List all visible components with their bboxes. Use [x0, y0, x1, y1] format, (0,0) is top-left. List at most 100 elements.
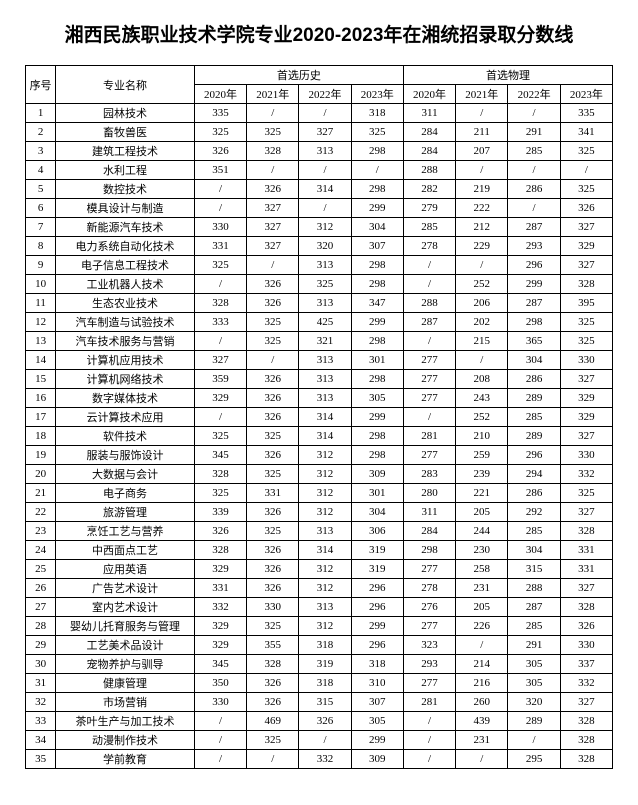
cell-physics: 295 — [508, 750, 560, 769]
table-row: 32市场营销330326315307281260320327 — [26, 693, 613, 712]
cell-physics: / — [456, 104, 508, 123]
cell-history: 327 — [194, 351, 246, 370]
cell-history: 319 — [299, 655, 351, 674]
cell-history: 313 — [299, 294, 351, 313]
cell-history: 309 — [351, 465, 403, 484]
cell-history: 309 — [351, 750, 403, 769]
cell-physics: 283 — [403, 465, 455, 484]
cell-physics: / — [456, 161, 508, 180]
cell-physics: 258 — [456, 560, 508, 579]
table-row: 19服装与服饰设计345326312298277259296330 — [26, 446, 613, 465]
cell-history: / — [194, 750, 246, 769]
cell-physics: 285 — [403, 218, 455, 237]
cell-physics: / — [508, 104, 560, 123]
cell-physics: 327 — [560, 218, 612, 237]
cell-history: / — [194, 275, 246, 294]
cell-history: 312 — [299, 560, 351, 579]
header-p-2020: 2020年 — [403, 85, 455, 104]
cell-history: 298 — [351, 332, 403, 351]
cell-major: 工业机器人技术 — [56, 275, 195, 294]
cell-history: 312 — [299, 446, 351, 465]
table-row: 7新能源汽车技术330327312304285212287327 — [26, 218, 613, 237]
table-row: 24中西面点工艺328326314319298230304331 — [26, 541, 613, 560]
cell-history: 347 — [351, 294, 403, 313]
cell-physics: 323 — [403, 636, 455, 655]
cell-history: 304 — [351, 503, 403, 522]
cell-history: 305 — [351, 389, 403, 408]
cell-history: / — [299, 731, 351, 750]
cell-history: 315 — [299, 693, 351, 712]
cell-history: 318 — [299, 636, 351, 655]
cell-physics: 439 — [456, 712, 508, 731]
table-row: 25应用英语329326312319277258315331 — [26, 560, 613, 579]
cell-physics: 296 — [508, 256, 560, 275]
cell-physics: 211 — [456, 123, 508, 142]
table-row: 23烹饪工艺与营养326325313306284244285328 — [26, 522, 613, 541]
cell-physics: 395 — [560, 294, 612, 313]
cell-physics: 327 — [560, 503, 612, 522]
cell-history: 331 — [194, 237, 246, 256]
cell-physics: 304 — [508, 351, 560, 370]
table-row: 1园林技术335//318311//335 — [26, 104, 613, 123]
cell-history: 313 — [299, 256, 351, 275]
cell-major: 电子商务 — [56, 484, 195, 503]
cell-physics: 284 — [403, 123, 455, 142]
cell-history: 333 — [194, 313, 246, 332]
cell-physics: 299 — [508, 275, 560, 294]
cell-physics: 289 — [508, 427, 560, 446]
table-row: 17云计算技术应用/326314299/252285329 — [26, 408, 613, 427]
table-row: 4水利工程351///288/// — [26, 161, 613, 180]
table-row: 29工艺美术品设计329355318296323/291330 — [26, 636, 613, 655]
cell-physics: 298 — [403, 541, 455, 560]
cell-physics: 332 — [560, 674, 612, 693]
cell-history: 299 — [351, 731, 403, 750]
header-group-history: 首选历史 — [194, 66, 403, 85]
cell-physics: 328 — [560, 731, 612, 750]
cell-physics: 327 — [560, 256, 612, 275]
cell-history: / — [194, 199, 246, 218]
cell-physics: 305 — [508, 655, 560, 674]
cell-physics: / — [508, 199, 560, 218]
cell-physics: 226 — [456, 617, 508, 636]
cell-physics: 289 — [508, 389, 560, 408]
cell-idx: 3 — [26, 142, 56, 161]
table-row: 26广告艺术设计331326312296278231288327 — [26, 579, 613, 598]
header-h-2022: 2022年 — [299, 85, 351, 104]
cell-history: / — [299, 199, 351, 218]
cell-idx: 31 — [26, 674, 56, 693]
cell-history: 314 — [299, 408, 351, 427]
cell-physics: / — [403, 256, 455, 275]
cell-physics: 286 — [508, 484, 560, 503]
cell-physics: 277 — [403, 446, 455, 465]
cell-physics: 284 — [403, 522, 455, 541]
cell-history: 305 — [351, 712, 403, 731]
cell-physics: 231 — [456, 731, 508, 750]
cell-history: 350 — [194, 674, 246, 693]
cell-physics: 328 — [560, 598, 612, 617]
cell-physics: 337 — [560, 655, 612, 674]
cell-physics: 280 — [403, 484, 455, 503]
cell-physics: 214 — [456, 655, 508, 674]
cell-physics: 216 — [456, 674, 508, 693]
cell-history: 326 — [247, 541, 299, 560]
cell-history: 312 — [299, 617, 351, 636]
cell-history: 425 — [299, 313, 351, 332]
cell-history: 319 — [351, 560, 403, 579]
cell-idx: 24 — [26, 541, 56, 560]
cell-physics: 206 — [456, 294, 508, 313]
cell-history: 312 — [299, 579, 351, 598]
cell-physics: 335 — [560, 104, 612, 123]
cell-history: 328 — [194, 465, 246, 484]
header-group-physics: 首选物理 — [403, 66, 612, 85]
cell-history: 296 — [351, 579, 403, 598]
page-title: 湘西民族职业技术学院专业2020-2023年在湘统招录取分数线 — [25, 20, 613, 47]
cell-physics: 277 — [403, 617, 455, 636]
cell-physics: 288 — [403, 161, 455, 180]
cell-idx: 4 — [26, 161, 56, 180]
cell-idx: 27 — [26, 598, 56, 617]
cell-physics: 207 — [456, 142, 508, 161]
cell-history: 313 — [299, 389, 351, 408]
cell-physics: 327 — [560, 427, 612, 446]
cell-physics: 277 — [403, 674, 455, 693]
cell-history: 306 — [351, 522, 403, 541]
